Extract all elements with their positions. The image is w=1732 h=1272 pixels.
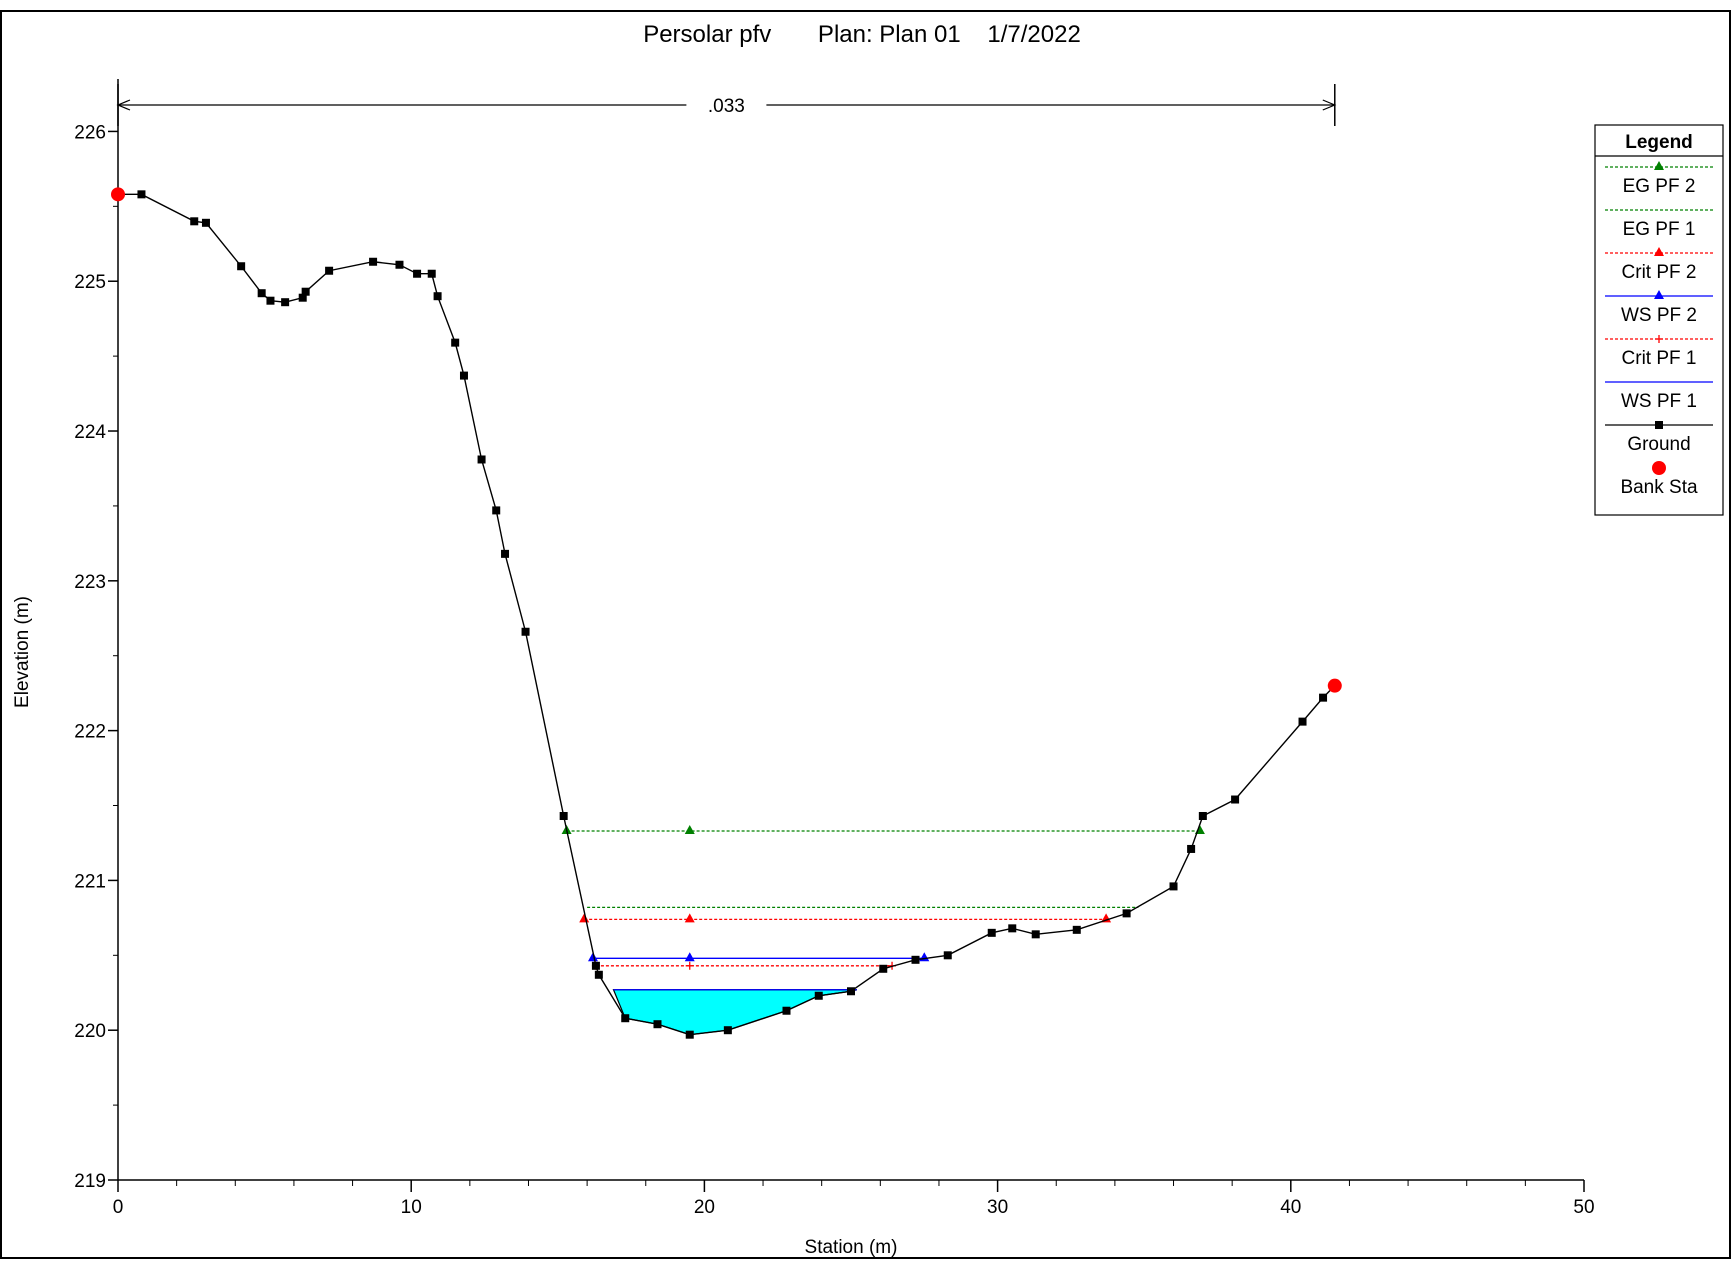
legend-ws-pf-2-marker bbox=[1654, 290, 1664, 299]
ground-point bbox=[594, 970, 603, 979]
y-axis-label: Elevation (m) bbox=[12, 596, 33, 708]
y-tick-label: 219 bbox=[74, 1171, 106, 1192]
y-tick-label: 220 bbox=[74, 1021, 106, 1042]
ground-point bbox=[395, 260, 404, 269]
ground-point bbox=[1298, 717, 1307, 726]
ground-point bbox=[591, 961, 600, 970]
ground-point bbox=[1198, 811, 1207, 820]
ground-point bbox=[685, 1030, 694, 1039]
ground-point bbox=[621, 1014, 630, 1023]
ground-point bbox=[190, 217, 199, 226]
manning-arrow-left bbox=[116, 99, 131, 111]
crit-pf-1-marker bbox=[685, 961, 694, 970]
y-tick-label: 221 bbox=[74, 871, 106, 892]
ground-point bbox=[433, 292, 442, 301]
legend-bank-sta-label: Bank Sta bbox=[1620, 477, 1698, 498]
ground-point bbox=[301, 287, 310, 296]
ground-point bbox=[137, 190, 146, 199]
x-tick-label: 0 bbox=[113, 1197, 124, 1218]
y-tick-label: 224 bbox=[74, 422, 106, 443]
manning-arrow-right bbox=[1322, 99, 1337, 111]
manning-value: .033 bbox=[708, 96, 745, 117]
legend-box bbox=[1594, 124, 1724, 516]
legend-crit-pf-1-label: Crit PF 1 bbox=[1622, 348, 1697, 369]
x-tick-label: 20 bbox=[694, 1197, 715, 1218]
chart-title: Persolar pfv Plan: Plan 01 1/7/2022 bbox=[643, 21, 1081, 48]
ground-point bbox=[521, 627, 530, 636]
ground-point bbox=[943, 951, 952, 960]
ground-point bbox=[477, 455, 486, 464]
ground-point bbox=[1008, 924, 1017, 933]
outer-border bbox=[0, 10, 1731, 1259]
eg-pf-2-marker bbox=[684, 824, 695, 834]
legend-crit-pf-1-marker bbox=[1655, 335, 1663, 343]
ground-point bbox=[814, 991, 823, 1000]
x-tick-label: 50 bbox=[1573, 1197, 1594, 1218]
y-tick-label: 222 bbox=[74, 722, 106, 743]
legend-crit-pf-2-marker bbox=[1654, 247, 1664, 256]
ground-point bbox=[1169, 882, 1178, 891]
ground-point bbox=[266, 296, 275, 305]
legend-ws-pf-2-label: WS PF 2 bbox=[1621, 305, 1697, 326]
y-tick-label: 226 bbox=[74, 122, 106, 143]
x-tick-label: 30 bbox=[987, 1197, 1008, 1218]
crit-pf-2-marker bbox=[684, 913, 695, 923]
ground-point bbox=[459, 371, 468, 380]
ground-point bbox=[879, 964, 888, 973]
legend: Legend EG PF 2 EG PF 1 Crit PF 2 WS PF 2 Crit… bbox=[1594, 124, 1724, 516]
crit-pf-2-marker bbox=[1101, 913, 1112, 923]
legend-bank-sta-marker bbox=[1652, 461, 1666, 475]
legend-ws-pf-1-label: WS PF 1 bbox=[1621, 391, 1697, 412]
legend-ground-label: Ground bbox=[1627, 434, 1690, 455]
legend-eg-pf-2-marker bbox=[1654, 161, 1664, 170]
ground-point bbox=[451, 338, 460, 347]
ws-pf-2-marker bbox=[587, 952, 598, 962]
ground-point bbox=[559, 811, 568, 820]
bank-station-point bbox=[1327, 678, 1342, 693]
x-axis-label: Station (m) bbox=[805, 1237, 898, 1258]
ground-point bbox=[427, 269, 436, 278]
ground-point bbox=[782, 1006, 791, 1015]
ground-point bbox=[987, 928, 996, 937]
ground-point bbox=[325, 266, 334, 275]
legend-ground-marker bbox=[1655, 421, 1663, 429]
ground-point bbox=[492, 506, 501, 515]
ground-point bbox=[1231, 795, 1240, 804]
ground-point bbox=[1031, 930, 1040, 939]
legend-crit-pf-2-label: Crit PF 2 bbox=[1622, 262, 1697, 283]
x-tick-label: 10 bbox=[401, 1197, 422, 1218]
ground-point bbox=[653, 1020, 662, 1029]
y-tick-label: 225 bbox=[74, 272, 106, 293]
ground-point bbox=[281, 298, 290, 307]
ground-point bbox=[201, 218, 210, 227]
ground-point bbox=[847, 987, 855, 996]
legend-eg-pf-2-label: EG PF 2 bbox=[1623, 176, 1696, 197]
ws-pf-2-marker bbox=[684, 952, 695, 962]
ground-point bbox=[1072, 925, 1081, 934]
ground-point bbox=[369, 257, 378, 266]
ground-point bbox=[1122, 909, 1131, 918]
y-tick-label: 223 bbox=[74, 572, 106, 593]
legend-title: Legend bbox=[1625, 132, 1693, 153]
ground-point bbox=[413, 269, 422, 278]
ground-point bbox=[237, 262, 246, 271]
plot-area: 219 220 221 222 223 224 225 226 0 10 20 30 40 50 .033 bbox=[74, 79, 1595, 1218]
legend-eg-pf-1-label: EG PF 1 bbox=[1623, 219, 1696, 240]
ground-point bbox=[911, 955, 920, 964]
ground-point bbox=[257, 289, 266, 298]
ground-point bbox=[723, 1026, 732, 1035]
x-tick-label: 40 bbox=[1280, 1197, 1301, 1218]
ground-point bbox=[1187, 844, 1196, 853]
ground-point bbox=[501, 549, 510, 558]
bank-station-point bbox=[111, 187, 125, 202]
ground-point bbox=[298, 293, 307, 302]
ground-point bbox=[1319, 693, 1328, 702]
